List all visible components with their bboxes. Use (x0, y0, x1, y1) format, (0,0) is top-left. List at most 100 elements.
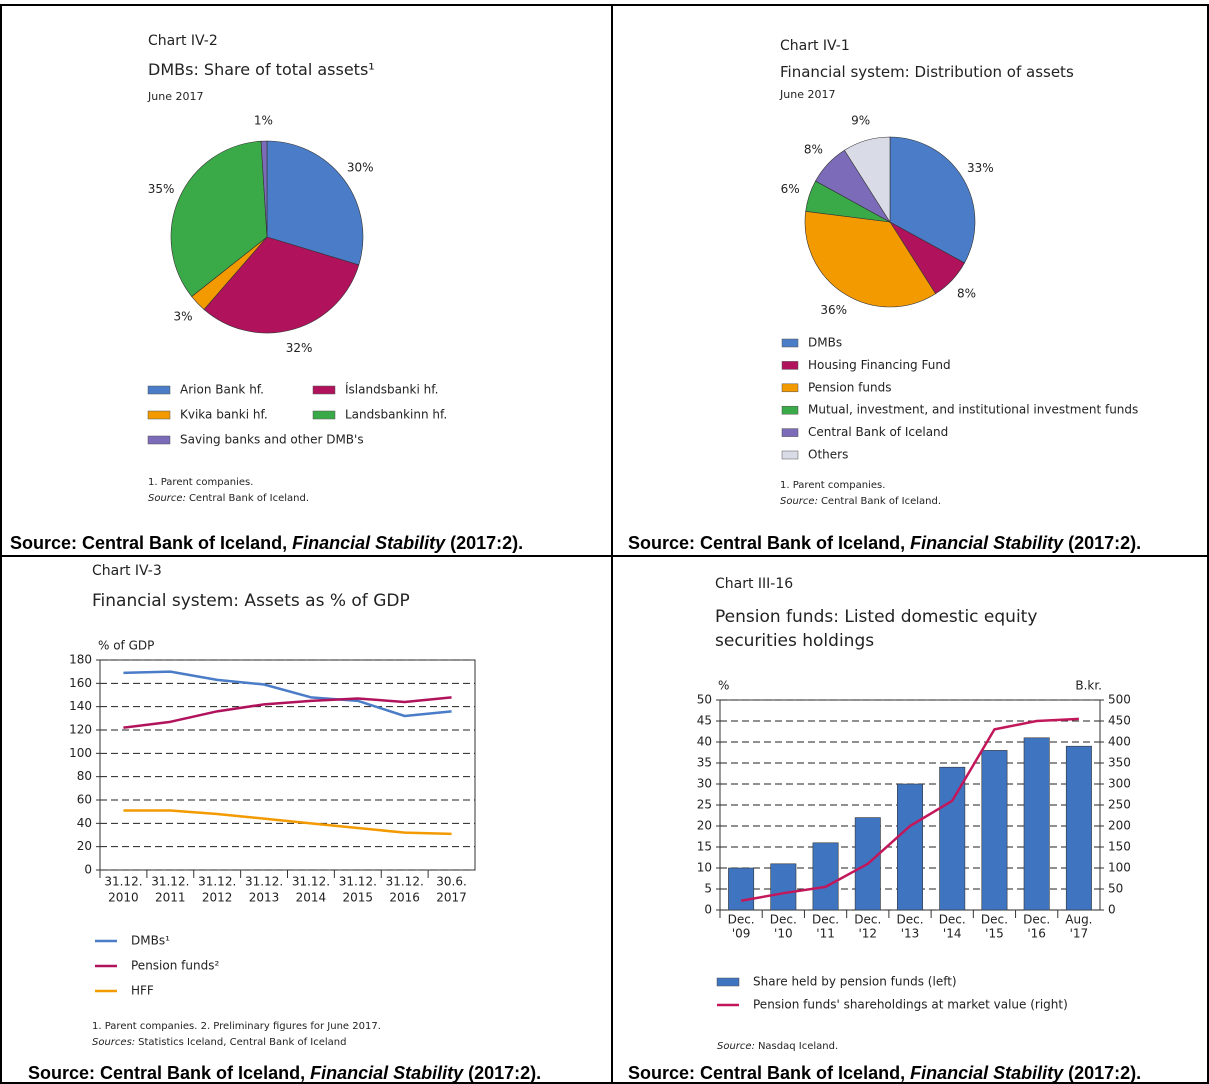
y2-tick-label: 0 (1108, 903, 1116, 917)
pie-slice (260, 140, 268, 238)
legend-swatch (781, 405, 799, 415)
legend-label: Pension funds' shareholdings at market v… (753, 998, 1068, 1012)
y2-tick-label: 150 (1108, 840, 1131, 854)
source-suffix: (2017:2). (1063, 533, 1142, 553)
legend-label: HFF (131, 984, 154, 998)
y-tick-label: 140 (69, 699, 92, 713)
x-tick-label: Aug. (1065, 913, 1092, 927)
chart-title: Pension funds: Listed domestic equity se… (715, 607, 1038, 651)
bar (812, 842, 839, 911)
pie-slice (889, 136, 976, 264)
x-tick-label: 31.12. (386, 875, 424, 889)
source-suffix: (2017:2). (1063, 1063, 1142, 1083)
y-tick-label: 60 (77, 793, 92, 807)
source-note-label: Source: (780, 496, 818, 507)
value-label: 1% (254, 114, 273, 128)
source-note: Source: Central Bank of Iceland. (780, 497, 941, 507)
legend-label: Share held by pension funds (left) (753, 975, 957, 989)
pie-slice (804, 211, 936, 308)
y2-tick-label: 500 (1108, 693, 1131, 707)
footnote: 1. Parent companies. 2. Preliminary figu… (92, 1021, 381, 1032)
source-suffix: (2017:2). (463, 1063, 542, 1083)
value-label: 32% (286, 341, 313, 355)
source: Source: Central Bank of Iceland, Financi… (10, 533, 523, 554)
bar (770, 863, 797, 911)
legend-label: Saving banks and other DMB's (180, 433, 364, 447)
series-line (740, 717, 1079, 902)
y2-tick-label: 350 (1108, 756, 1131, 770)
x-tick-label: 30.6. (436, 875, 467, 889)
y-tick-label: 100 (69, 746, 92, 760)
chart-label: Chart IV-1 (780, 38, 850, 54)
y-tick-label: 50 (697, 693, 712, 707)
y-tick-label: 35 (697, 756, 712, 770)
value-label: 8% (957, 286, 976, 300)
legend-swatch (781, 361, 799, 370)
value-label: 36% (820, 303, 847, 317)
y2-tick-label: 200 (1108, 819, 1131, 833)
y2-tick-label: 300 (1108, 777, 1131, 791)
y2-tick-label: 50 (1108, 882, 1123, 896)
x-tick-label: 2017 (436, 891, 467, 905)
x-tick-label: 2012 (202, 891, 233, 905)
source-note-label: Source: (148, 493, 186, 504)
y-tick-label: 0 (704, 903, 712, 917)
value-label: 3% (174, 310, 193, 324)
chart-label: Chart IV-2 (148, 33, 218, 49)
x-tick-label: Dec. (896, 913, 923, 927)
x-tick-label: 31.12. (198, 875, 236, 889)
series-line (123, 809, 452, 836)
value-label: 35% (148, 182, 175, 196)
source-note-text: Central Bank of Iceland. (188, 493, 310, 504)
x-tick-label: 2011 (155, 891, 186, 905)
x-tick-label: 31.12. (151, 875, 189, 889)
legend-label: Pension funds² (131, 959, 219, 973)
source-prefix: Source: Central Bank of Iceland, (10, 533, 293, 553)
value-label: 33% (967, 161, 994, 175)
legend-swatch (147, 385, 171, 395)
x-tick-label: '15 (985, 927, 1004, 941)
source-prefix: Source: Central Bank of Iceland, (628, 1063, 911, 1083)
bar (981, 750, 1008, 911)
source-italic: Financial Stability (910, 533, 1064, 553)
y-tick-label: 45 (697, 714, 712, 728)
value-label: 9% (851, 114, 870, 128)
x-tick-label: '09 (732, 927, 751, 941)
source-note-text: Central Bank of Iceland. (820, 496, 942, 507)
source-note: Sources: Statistics Iceland, Central Bank… (92, 1038, 347, 1048)
bar (1065, 745, 1092, 911)
legend-label: Others (808, 448, 848, 462)
footnote: 1. Parent companies. (148, 477, 254, 488)
series-line (123, 670, 452, 718)
chart-title: Financial system: Assets as % of GDP (92, 591, 410, 611)
x-tick-label: 2016 (389, 891, 420, 905)
y-tick-label: 80 (77, 769, 92, 783)
bar (897, 783, 923, 911)
x-tick-label: 2013 (249, 891, 280, 905)
legend-label: Kvika banki hf. (180, 408, 268, 422)
y-tick-label: 30 (697, 777, 712, 791)
y2-tick-label: 250 (1108, 798, 1131, 812)
value-label: 8% (804, 143, 823, 157)
x-tick-label: 31.12. (292, 875, 330, 889)
legend-label: Pension funds (808, 380, 891, 394)
legend-label: DMBs (808, 336, 842, 350)
frame (0, 4, 1209, 1084)
y-tick-label: 5 (704, 882, 712, 896)
chart-title: Financial system: Distribution of assets (780, 63, 1074, 81)
pie-slice (203, 236, 360, 334)
y-tick-label: 160 (69, 676, 92, 690)
legend-swatch (312, 385, 336, 395)
x-tick-label: Dec. (981, 913, 1008, 927)
legend-swatch (312, 410, 336, 420)
source: Source: Central Bank of Iceland, Financi… (628, 533, 1141, 554)
x-tick-label: '17 (1070, 927, 1089, 941)
source-italic: Financial Stability (310, 1063, 464, 1083)
source-italic: Financial Stability (910, 1063, 1064, 1083)
x-tick-label: Dec. (939, 913, 966, 927)
x-tick-label: 31.12. (339, 875, 377, 889)
chart-label: Chart IV-3 (92, 563, 162, 579)
x-tick-label: Dec. (770, 913, 797, 927)
source-note: Source: Central Bank of Iceland. (148, 494, 309, 504)
